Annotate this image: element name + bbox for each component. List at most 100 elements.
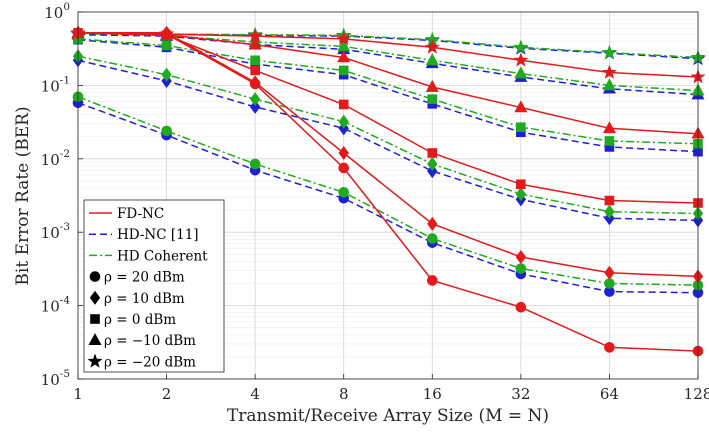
data-point: [515, 263, 527, 274]
data-point: [159, 26, 175, 41]
data-point: [249, 99, 261, 114]
data-point: [516, 122, 526, 132]
y-tick-label: 10-2: [41, 148, 70, 169]
data-point: [338, 65, 349, 76]
data-point: [515, 301, 527, 313]
data-point: [427, 94, 438, 104]
series-hdc-circle: [72, 91, 704, 291]
legend-item: ρ = 20 dBm: [89, 270, 185, 286]
data-point: [249, 75, 261, 90]
data-point: [601, 44, 617, 59]
data-point: [602, 121, 616, 134]
data-point: [337, 50, 351, 63]
legend-marker-swatch: [89, 290, 101, 305]
series-line: [77, 32, 699, 204]
x-tick-label: 1: [73, 385, 83, 403]
data-point: [425, 79, 439, 92]
legend-label: HD Coherent: [117, 248, 208, 264]
y-axis-label: Bit Error Rate (BER): [13, 106, 33, 285]
y-tick-label: 10-4: [41, 295, 71, 316]
data-point: [250, 65, 260, 76]
data-point: [249, 92, 261, 107]
x-axis-label: Transmit/Receive Array Size (M = N): [227, 406, 549, 426]
data-point: [426, 275, 438, 286]
data-point: [516, 179, 526, 190]
series-line: [77, 33, 699, 96]
data-point: [604, 136, 615, 146]
series-line: [77, 32, 699, 78]
legend-marker-swatch: [89, 271, 101, 282]
data-point: [515, 187, 527, 202]
ticks: 1 2 4 8 16 32 64 128 100 10-1 10-2 10-3 10-4 10-5: [41, 1, 709, 403]
series-hdc-diamond: [72, 49, 704, 221]
data-point: [427, 148, 438, 158]
legend-label: ρ = 10 dBm: [104, 291, 185, 307]
legend: FD-NC HD-NC [11] HD Coherent ρ = 20 dBm ρ = …: [83, 199, 225, 373]
legend-item: ρ = −20 dBm: [87, 353, 196, 370]
data-point: [161, 67, 172, 82]
data-point: [513, 52, 529, 67]
data-point: [247, 28, 263, 43]
series-line: [77, 32, 699, 352]
x-tick-label: 64: [600, 385, 619, 403]
x-tick-label: 2: [162, 385, 172, 403]
plot-frame: [77, 11, 699, 380]
data-point: [248, 37, 262, 50]
data-point: [161, 40, 172, 51]
legend-item: HD Coherent: [89, 248, 208, 264]
legend-label: ρ = 20 dBm: [104, 270, 185, 286]
legend-label: HD-NC [11]: [117, 227, 199, 243]
data-point: [514, 66, 528, 79]
data-point: [249, 158, 261, 170]
x-tick-label: 32: [511, 385, 530, 403]
data-point: [336, 31, 352, 46]
data-point: [338, 114, 349, 129]
data-point: [604, 195, 615, 206]
legend-marker-swatch: [88, 333, 102, 346]
legend-item: ρ = 10 dBm: [89, 290, 185, 307]
data-point: [338, 145, 349, 160]
data-point: [424, 39, 440, 54]
legend-label: FD-NC: [117, 206, 164, 222]
legend-item: HD-NC [11]: [89, 227, 199, 243]
data-point: [514, 100, 528, 113]
legend-box: [83, 199, 225, 373]
data-point: [601, 64, 617, 79]
series-layer: [70, 24, 706, 357]
legend-item: FD-NC: [89, 206, 164, 222]
legend-label: ρ = 0 dBm: [104, 312, 176, 328]
data-point: [513, 39, 529, 54]
legend-item: ρ = −10 dBm: [88, 333, 196, 349]
series-line: [77, 38, 699, 145]
data-point: [427, 164, 438, 179]
legend-item: ρ = 0 dBm: [90, 312, 176, 328]
data-point: [604, 342, 615, 353]
data-point: [338, 99, 349, 110]
series-line: [77, 102, 699, 294]
y-tick-label: 10-1: [41, 74, 70, 95]
legend-label: ρ = −20 dBm: [104, 354, 196, 370]
y-tick-label: 100: [44, 1, 70, 22]
x-tick-label: 16: [423, 385, 442, 403]
series-line: [77, 59, 699, 222]
data-point: [604, 204, 615, 219]
x-tick-label: 4: [250, 385, 260, 403]
legend-marker-swatch: [87, 353, 103, 368]
data-point: [604, 265, 615, 280]
series-line: [77, 38, 699, 153]
data-point: [161, 125, 172, 137]
y-tick-label: 10-5: [41, 368, 70, 389]
data-point: [604, 278, 615, 289]
series-line: [77, 55, 699, 215]
legend-label: ρ = −10 dBm: [104, 333, 196, 349]
data-point: [427, 156, 438, 171]
data-point: [427, 216, 438, 231]
data-point: [250, 55, 260, 66]
y-tick-label: 10-3: [41, 221, 70, 242]
data-point: [602, 78, 616, 91]
data-point: [425, 53, 439, 66]
x-tick-label: 128: [684, 385, 709, 403]
x-tick-label: 8: [339, 385, 349, 403]
data-point: [338, 186, 350, 198]
